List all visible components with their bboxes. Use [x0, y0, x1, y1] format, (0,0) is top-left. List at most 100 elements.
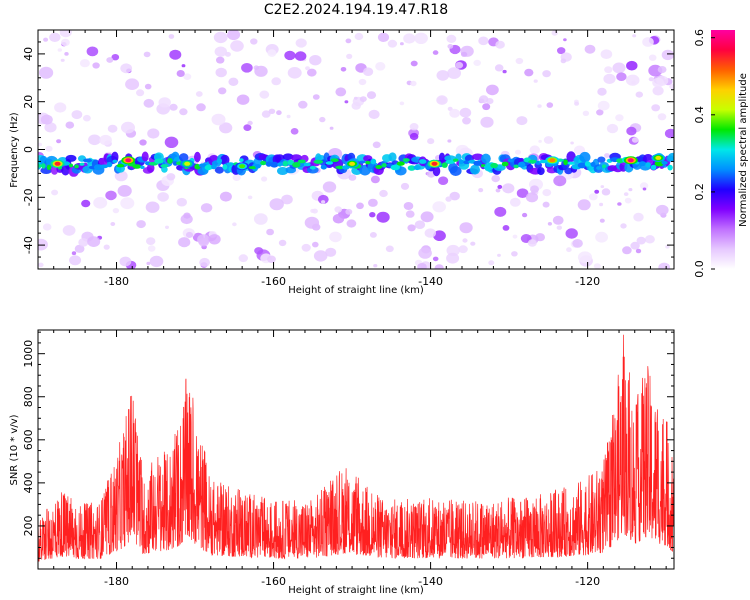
heatmap-cell: [533, 79, 538, 83]
heatmap-cell: [216, 158, 223, 164]
heatmap-cell: [572, 239, 583, 248]
heatmap-cell: [537, 104, 542, 108]
heatmap-cell: [261, 110, 271, 118]
spectrogram-x-ticks: -180 -160 -140 -120: [37, 30, 667, 288]
snr-series-line: [38, 334, 674, 562]
heatmap-cell: [420, 211, 434, 223]
heatmap-cell: [335, 87, 347, 97]
heatmap-cell: [310, 208, 315, 213]
heatmap-cell: [238, 254, 248, 263]
heatmap-cell: [447, 139, 452, 143]
heatmap-cell: [418, 247, 432, 259]
heatmap-cell: [358, 78, 367, 86]
heatmap-cell: [107, 124, 118, 133]
heatmap-cell: [574, 101, 580, 106]
heatmap-cell: [385, 245, 394, 253]
heatmap-cell: [290, 128, 299, 135]
heatmap-cell: [432, 201, 447, 213]
heatmap-cell: [542, 201, 550, 208]
heatmap-cell: [381, 163, 387, 168]
heatmap-cell: [410, 60, 418, 67]
heatmap-cell: [366, 91, 377, 99]
heatmap-cell: [542, 70, 551, 78]
heatmap-cell: [497, 165, 503, 169]
heatmap-cell: [375, 62, 386, 71]
colorbar-label: Normalized spectral amplitude: [738, 73, 749, 227]
heatmap-cell: [214, 46, 227, 57]
spectrogram-y-axis-label: Frequency (Hz): [9, 112, 20, 188]
heatmap-cell: [232, 222, 237, 227]
heatmap-cell: [87, 236, 101, 248]
heatmap-cell: [140, 165, 145, 169]
heatmap-cell: [538, 139, 542, 143]
x-tick-label: -120: [575, 275, 600, 288]
heatmap-cell: [502, 225, 510, 231]
heatmap-cell: [69, 255, 82, 266]
heatmap-cell: [574, 145, 585, 155]
heatmap-cell: [529, 145, 540, 155]
heatmap-cell: [409, 132, 419, 141]
heatmap-cell: [373, 264, 378, 268]
heatmap-cell: [502, 69, 507, 74]
heatmap-cell: [232, 174, 241, 182]
heatmap-cell: [667, 164, 673, 171]
heatmap-cell: [599, 218, 605, 223]
heatmap-cell: [111, 54, 120, 61]
heatmap-cell: [449, 108, 460, 118]
heatmap-cell: [313, 159, 324, 164]
heatmap-cell: [606, 123, 619, 134]
figure-title: C2E2.2024.194.19.47.R18: [264, 2, 448, 18]
heatmap-cell: [414, 32, 428, 44]
heatmap-cell: [345, 38, 352, 44]
heatmap-cell: [322, 181, 337, 193]
heatmap-cell: [628, 188, 633, 192]
heatmap-cell: [449, 191, 460, 201]
heatmap-cell: [198, 237, 210, 247]
heatmap-cell: [665, 244, 670, 249]
heatmap-cell: [105, 190, 117, 201]
heatmap-cell: [600, 49, 613, 59]
y-tick-label: 20: [22, 95, 35, 109]
heatmap-cell: [277, 162, 283, 167]
heatmap-cell: [363, 67, 374, 76]
heatmap-cell: [351, 102, 361, 110]
heatmap-cell: [590, 161, 596, 167]
heatmap-cell: [60, 58, 65, 62]
heatmap-cell: [211, 113, 226, 126]
colorbar-tick-label: 0.2: [693, 183, 706, 201]
heatmap-cell: [57, 48, 62, 52]
snr-y-axis-label: SNR (10 * v/v): [9, 414, 20, 485]
heatmap-cell: [143, 51, 151, 58]
heatmap-cell: [512, 234, 518, 239]
heatmap-cell: [81, 199, 91, 208]
y-tick-label: 40: [22, 47, 35, 61]
heatmap-cell: [648, 54, 657, 61]
heatmap-cell: [261, 176, 268, 182]
snr-x-axis-label: Height of straight line (km): [288, 585, 424, 596]
heatmap-cell: [110, 222, 116, 226]
heatmap-cell: [62, 225, 76, 236]
heatmap-cell: [50, 166, 59, 175]
heatmap-cell: [348, 174, 357, 181]
heatmap-cell: [120, 197, 135, 210]
heatmap-cell: [424, 228, 436, 238]
heatmap-cell: [577, 251, 593, 264]
heatmap-cell: [248, 166, 257, 170]
heatmap-hotspot: [431, 161, 438, 166]
heatmap-hotspot: [349, 161, 356, 166]
heatmap-cell: [566, 247, 572, 253]
heatmap-cell: [473, 59, 482, 66]
heatmap-cell: [501, 161, 509, 167]
heatmap-cell: [160, 164, 169, 168]
heatmap-cell: [563, 159, 568, 166]
heatmap-hotspot: [549, 158, 556, 163]
heatmap-cell: [49, 32, 61, 42]
heatmap-cell: [307, 68, 317, 77]
heatmap-cell: [92, 62, 100, 69]
heatmap-cell: [271, 77, 282, 86]
heatmap-cell: [243, 124, 252, 131]
heatmap-cell: [346, 219, 357, 228]
heatmap-cell: [497, 184, 503, 189]
heatmap-cell: [432, 50, 439, 55]
